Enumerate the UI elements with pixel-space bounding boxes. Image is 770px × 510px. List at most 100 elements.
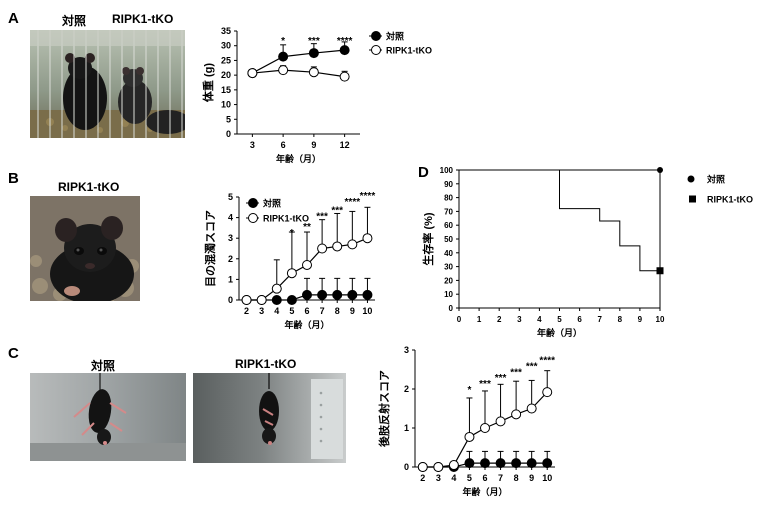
chart-a-x-tick-label: 12 bbox=[340, 140, 350, 150]
chart-d-y-label: 生存率 (%) bbox=[421, 212, 435, 265]
chart-d-x-tick-label: 2 bbox=[497, 315, 502, 324]
photo-b-label-ko: RIPK1-tKO bbox=[58, 180, 120, 194]
chart-a-point bbox=[278, 51, 289, 62]
chart-b-point bbox=[286, 295, 297, 305]
chart-c-x-tick-label: 6 bbox=[482, 473, 487, 483]
chart-c-point bbox=[417, 462, 428, 472]
chart-d-y-tick-label: 60 bbox=[444, 221, 453, 230]
chart-a-x-tick-label: 9 bbox=[311, 140, 316, 150]
chart-c-point bbox=[480, 423, 490, 433]
chart-c-x-tick-label: 4 bbox=[451, 473, 456, 483]
chart-d-x-tick-label: 8 bbox=[618, 315, 623, 324]
chart-b-x-tick-label: 3 bbox=[259, 306, 264, 316]
chart-b-significance-label: *** bbox=[316, 212, 328, 223]
chart-d-x-tick-label: 3 bbox=[517, 315, 522, 324]
chart-b-significance-label: * bbox=[290, 228, 294, 239]
chart-d-y-tick-label: 40 bbox=[444, 249, 453, 258]
chart-a-y-tick-label: 10 bbox=[221, 100, 231, 110]
chart-a-y-tick-label: 0 bbox=[226, 129, 231, 139]
chart-d-x-tick-label: 6 bbox=[577, 315, 582, 324]
chart-c-y-tick-label: 2 bbox=[404, 384, 409, 394]
photo-ko-tail-suspension bbox=[193, 373, 346, 463]
chart-c-point bbox=[511, 458, 522, 469]
chart-b-point bbox=[332, 241, 343, 252]
chart-b-point bbox=[317, 243, 328, 254]
chart-a-legend-marker bbox=[371, 45, 381, 55]
chart-a-x-label: 年齢（月） bbox=[276, 153, 321, 164]
chart-a-significance-label: **** bbox=[337, 36, 353, 47]
chart-c-x-tick-label: 7 bbox=[498, 473, 503, 483]
chart-b-legend-label: 対照 bbox=[262, 198, 281, 209]
chart-a-significance-label: * bbox=[281, 36, 285, 47]
chart-d-y-tick-label: 100 bbox=[440, 166, 454, 175]
chart-c-x-tick-label: 5 bbox=[467, 473, 472, 483]
chart-b-point bbox=[241, 295, 252, 305]
chart-b-y-tick-label: 4 bbox=[228, 213, 233, 223]
chart-d-y-tick-label: 20 bbox=[444, 276, 453, 285]
chart-b-significance-label: ** bbox=[303, 222, 311, 233]
chart-c-point bbox=[542, 458, 553, 469]
chart-b-x-tick-label: 6 bbox=[304, 306, 309, 316]
chart-c-point bbox=[511, 409, 522, 420]
chart-a-x-tick-label: 6 bbox=[281, 140, 286, 150]
chart-b-point bbox=[317, 289, 328, 300]
chart-a-y-tick-label: 35 bbox=[221, 26, 231, 36]
chart-b-x-tick-label: 8 bbox=[335, 306, 340, 316]
chart-c-significance-label: * bbox=[467, 385, 471, 396]
chart-c-point bbox=[464, 458, 475, 469]
chart-d-legend-marker bbox=[689, 195, 696, 203]
panel-letter-c: C bbox=[8, 345, 19, 362]
chart-a-point bbox=[339, 45, 350, 56]
chart-a-point bbox=[247, 68, 258, 79]
panel-letter-a: A bbox=[8, 10, 19, 27]
chart-c-x-tick-label: 2 bbox=[420, 473, 425, 483]
chart-c-point bbox=[433, 462, 444, 472]
chart-b-point bbox=[256, 295, 267, 305]
chart-d-series-line bbox=[459, 169, 660, 272]
chart-c-significance-label: *** bbox=[510, 367, 522, 378]
chart-c-y-tick-label: 3 bbox=[404, 345, 409, 355]
chart-d-y-tick-label: 0 bbox=[449, 304, 454, 313]
chart-b-significance-label: *** bbox=[331, 205, 343, 216]
chart-a-series-line bbox=[252, 69, 345, 78]
chart-d-end-marker bbox=[657, 167, 663, 173]
chart-b-point bbox=[332, 289, 343, 300]
chart-b-point bbox=[347, 289, 358, 300]
chart-b-point bbox=[302, 289, 312, 300]
chart-b-significance-label: **** bbox=[345, 197, 361, 208]
chart-b-x-tick-label: 5 bbox=[289, 306, 294, 316]
chart-c-point bbox=[480, 458, 490, 469]
chart-b-x-tick-label: 10 bbox=[362, 306, 372, 316]
chart-c-point bbox=[526, 403, 537, 414]
chart-a-point bbox=[339, 71, 350, 82]
photo-mouse-closeup bbox=[30, 196, 140, 301]
photo-c-label-ko: RIPK1-tKO bbox=[235, 357, 297, 371]
photo-a-label-ko: RIPK1-tKO bbox=[112, 12, 174, 26]
chart-b-point bbox=[362, 233, 373, 244]
chart-c-point bbox=[448, 460, 459, 471]
chart-b-legend-marker bbox=[248, 213, 258, 223]
chart-b-x-label: 年齢（月） bbox=[284, 319, 329, 330]
chart-a-y-tick-label: 20 bbox=[221, 70, 231, 80]
chart-b-y-tick-label: 1 bbox=[228, 274, 233, 284]
chart-b-y-tick-label: 5 bbox=[228, 192, 233, 202]
chart-a-legend-marker bbox=[371, 31, 381, 41]
chart-d-y-tick-label: 90 bbox=[444, 180, 453, 189]
chart-b-point bbox=[271, 283, 282, 294]
chart-a-series-line bbox=[252, 49, 345, 74]
chart-b-y-tick-label: 2 bbox=[228, 254, 233, 264]
chart-c-point bbox=[526, 458, 537, 469]
chart-b-point bbox=[271, 295, 282, 305]
panel-letter-b: B bbox=[8, 170, 19, 187]
chart-d-legend-label: 対照 bbox=[706, 174, 725, 185]
chart-b-y-tick-label: 3 bbox=[228, 233, 233, 243]
chart-d-y-tick-label: 50 bbox=[444, 235, 453, 244]
chart-c-y-label: 後肢反射スコア bbox=[377, 370, 391, 447]
chart-b-legend-marker bbox=[248, 198, 258, 208]
chart-c-y-tick-label: 1 bbox=[404, 423, 409, 433]
chart-a-point bbox=[308, 48, 319, 59]
photo-c-label-control: 対照 bbox=[91, 359, 116, 373]
chart-a-y-tick-label: 30 bbox=[221, 41, 231, 51]
photo-a-label-control: 対照 bbox=[62, 14, 87, 28]
chart-a-y-tick-label: 15 bbox=[221, 85, 231, 95]
